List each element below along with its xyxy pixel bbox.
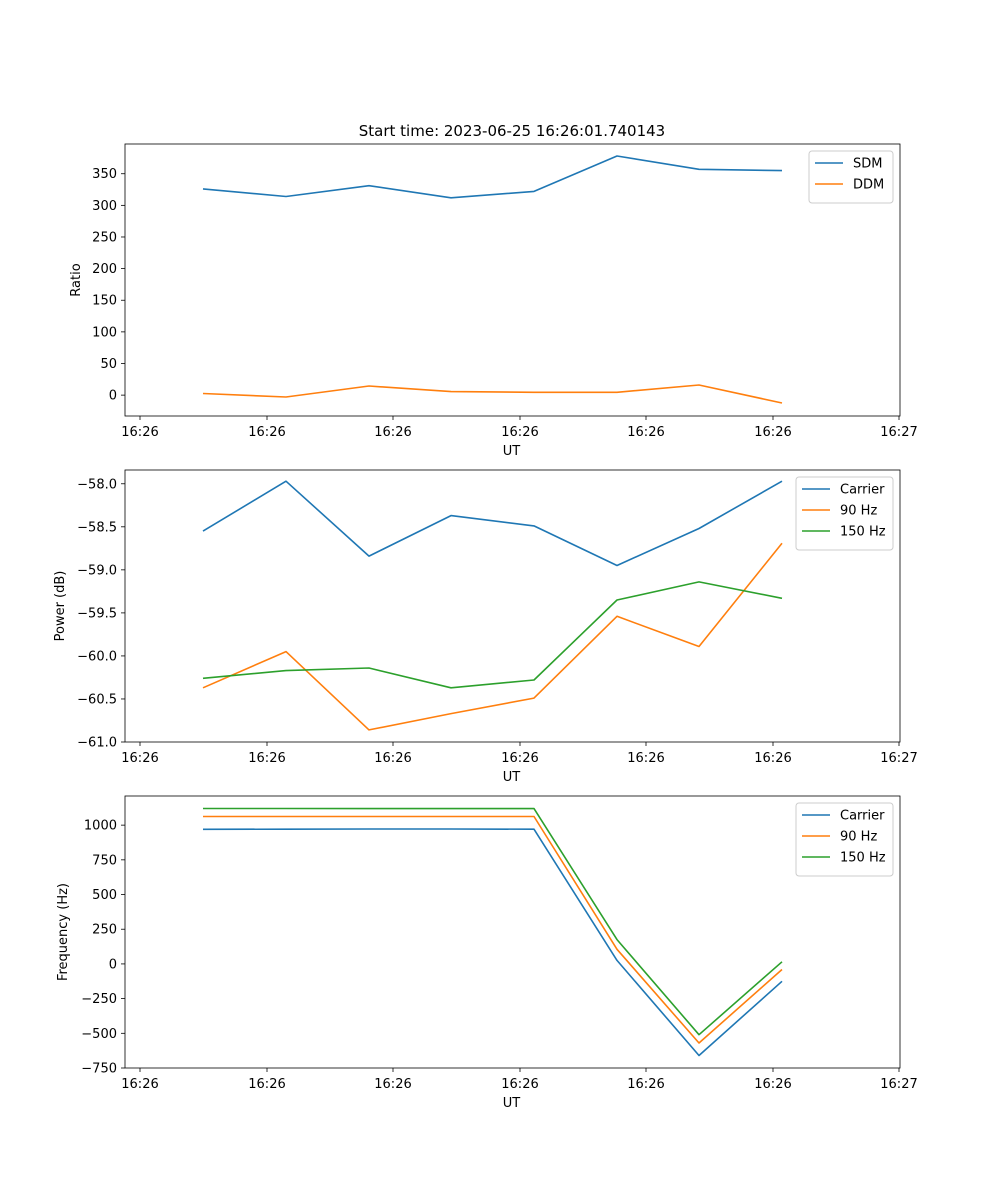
x-tick-label: 16:26 bbox=[121, 425, 158, 440]
y-tick-label: 250 bbox=[92, 230, 117, 245]
x-axis-label: UT bbox=[503, 770, 521, 785]
y-axis-label: Frequency (Hz) bbox=[56, 883, 71, 981]
x-tick-label: 16:26 bbox=[248, 425, 285, 440]
y-tick-label: −58.0 bbox=[77, 477, 117, 492]
panel-1: 16:26 16:26 16:26 16:26 16:26 16:26 16:27 0 50 10… bbox=[69, 143, 918, 459]
y-tick-label: 100 bbox=[92, 325, 117, 340]
y-tick-label: −58.5 bbox=[77, 520, 117, 535]
x-tick-label: 16:27 bbox=[880, 751, 917, 766]
legend-label: DDM bbox=[853, 178, 884, 193]
y-tick-label: 0 bbox=[109, 957, 117, 972]
axes-frame bbox=[124, 795, 901, 1069]
y-axis-label: Power (dB) bbox=[53, 571, 68, 642]
x-tick-label: 16:26 bbox=[501, 425, 538, 440]
y-tick-label: 350 bbox=[92, 167, 117, 182]
x-tick-label: 16:26 bbox=[754, 751, 791, 766]
x-axis-label: UT bbox=[503, 1096, 521, 1111]
y-tick-label: −60.5 bbox=[77, 692, 117, 707]
y-tick-label: −750 bbox=[81, 1062, 117, 1077]
y-tick-label: −61.0 bbox=[77, 736, 117, 751]
x-axis-label: UT bbox=[503, 444, 521, 459]
series-line-carrier bbox=[202, 828, 783, 1057]
x-tick-label: 16:26 bbox=[501, 1077, 538, 1092]
legend-box bbox=[808, 150, 894, 204]
chart-panels: 16:26 16:26 16:26 16:26 16:26 16:26 16:27 0 50 10… bbox=[53, 143, 918, 1111]
legend: SDM DDM bbox=[808, 150, 894, 204]
legend-label: 150 Hz bbox=[840, 525, 886, 540]
axes-frame bbox=[124, 143, 901, 417]
y-tick-label: 500 bbox=[92, 888, 117, 903]
legend: Carrier 90 Hz 150 Hz bbox=[795, 802, 894, 877]
legend: Carrier 90 Hz 150 Hz bbox=[795, 476, 894, 551]
y-tick-label: 1000 bbox=[84, 819, 117, 834]
panel-3: 16:26 16:26 16:26 16:26 16:26 16:26 16:27 −750 −… bbox=[56, 795, 918, 1111]
x-tick-label: 16:26 bbox=[754, 1077, 791, 1092]
legend-label: 90 Hz bbox=[840, 830, 877, 845]
y-tick-label: 750 bbox=[92, 853, 117, 868]
x-tick-label: 16:26 bbox=[627, 1077, 664, 1092]
series-line-carrier bbox=[202, 480, 783, 567]
series-line-sdm bbox=[202, 155, 783, 199]
y-tick-label: 200 bbox=[92, 262, 117, 277]
x-tick-label: 16:26 bbox=[374, 751, 411, 766]
y-tick-label: −500 bbox=[81, 1027, 117, 1042]
x-tick-label: 16:26 bbox=[501, 751, 538, 766]
y-tick-label: 300 bbox=[92, 199, 117, 214]
legend-label: Carrier bbox=[840, 809, 885, 824]
x-tick-label: 16:27 bbox=[880, 1077, 917, 1092]
legend-label: SDM bbox=[853, 157, 882, 172]
x-tick-label: 16:26 bbox=[374, 425, 411, 440]
y-axis-label: Ratio bbox=[69, 263, 84, 296]
y-tick-label: 50 bbox=[100, 357, 117, 372]
series-line-150-hz bbox=[203, 807, 783, 1036]
x-tick-label: 16:26 bbox=[248, 1077, 285, 1092]
x-tick-label: 16:26 bbox=[121, 751, 158, 766]
series-line-90-hz bbox=[202, 542, 783, 731]
series-line-150-hz bbox=[202, 581, 783, 689]
x-tick-label: 16:26 bbox=[248, 751, 285, 766]
y-tick-label: −60.0 bbox=[77, 649, 117, 664]
y-tick-label: −250 bbox=[81, 992, 117, 1007]
y-tick-label: 250 bbox=[92, 923, 117, 938]
y-tick-label: 150 bbox=[92, 294, 117, 309]
x-tick-label: 16:26 bbox=[121, 1077, 158, 1092]
series-line-ddm bbox=[202, 384, 783, 404]
y-tick-label: 0 bbox=[109, 389, 117, 404]
x-tick-label: 16:26 bbox=[374, 1077, 411, 1092]
x-tick-label: 16:26 bbox=[754, 425, 791, 440]
legend-label: Carrier bbox=[840, 483, 885, 498]
x-tick-label: 16:27 bbox=[880, 425, 917, 440]
legend-label: 90 Hz bbox=[840, 504, 877, 519]
x-tick-label: 16:26 bbox=[627, 425, 664, 440]
series-line-90-hz bbox=[203, 815, 783, 1044]
chart-title: Start time: 2023-06-25 16:26:01.740143 bbox=[359, 122, 665, 140]
panel-2: 16:26 16:26 16:26 16:26 16:26 16:26 16:27 −61.0… bbox=[53, 469, 918, 785]
legend-label: 150 Hz bbox=[840, 851, 886, 866]
x-tick-label: 16:26 bbox=[627, 751, 664, 766]
y-tick-label: −59.0 bbox=[77, 563, 117, 578]
y-tick-label: −59.5 bbox=[77, 606, 117, 621]
axes-frame bbox=[124, 469, 901, 743]
